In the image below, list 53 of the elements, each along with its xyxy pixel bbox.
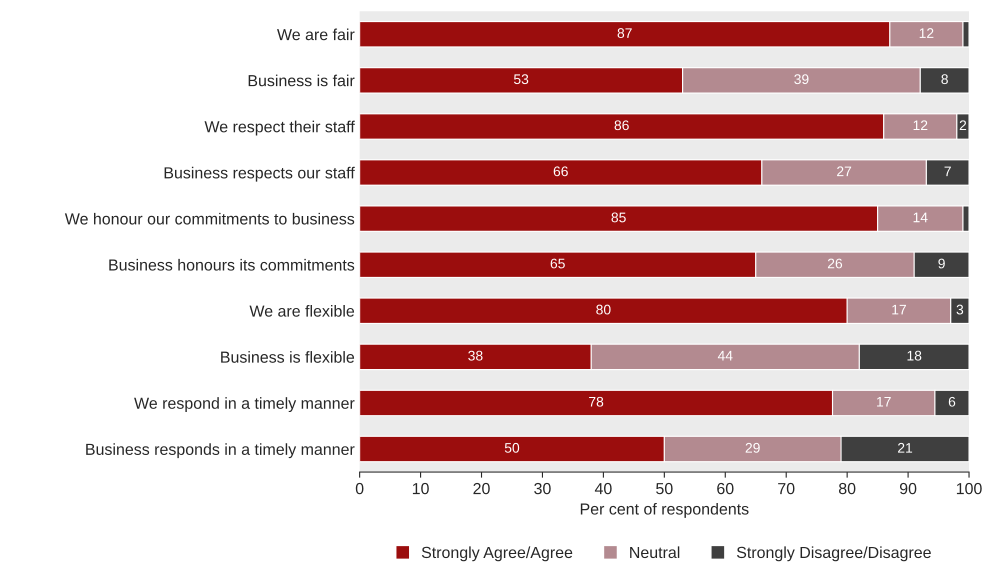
x-tick-label: 80	[838, 482, 856, 494]
x-tick-label: 60	[717, 482, 734, 494]
x-tick-label: 30	[534, 482, 551, 494]
data-label: 8	[941, 74, 948, 84]
data-label: 18	[908, 350, 922, 361]
data-label: 7	[944, 166, 951, 176]
data-label: 17	[892, 304, 906, 314]
data-label: 38	[468, 350, 483, 361]
x-tick-label: 20	[473, 482, 490, 494]
y-tick-label: Business is flexible	[221, 351, 354, 363]
data-label: 17	[877, 396, 891, 407]
legend-label: Strongly Agree/Agree	[422, 546, 572, 562]
data-label: 26	[828, 258, 842, 268]
data-label: 87	[618, 28, 632, 38]
data-label: 2	[960, 120, 966, 130]
data-label: 3	[956, 304, 964, 315]
data-label: 50	[504, 442, 520, 453]
x-tick-label: 90	[900, 482, 916, 494]
y-tick-label: We are fair	[277, 28, 355, 40]
x-tick-label: 70	[778, 482, 794, 494]
data-label: 39	[794, 74, 809, 84]
y-tick-label: Business responds in a timely manner	[86, 443, 355, 458]
data-label: 14	[914, 212, 928, 222]
data-label: 53	[514, 74, 528, 84]
legend-label: Strongly Disagree/Disagree	[736, 546, 931, 562]
data-label: 85	[612, 212, 626, 222]
data-label: 66	[554, 166, 568, 176]
x-tick-label: 0	[356, 482, 364, 494]
data-label: 12	[914, 120, 928, 130]
x-tick-label: 10	[412, 482, 429, 494]
y-tick-label: Business is fair	[248, 74, 355, 86]
x-tick-label: 40	[594, 482, 612, 494]
y-tick-label: We are flexible	[249, 305, 354, 317]
data-label: 86	[614, 120, 629, 130]
legend-label: Neutral	[630, 546, 680, 558]
y-tick-label: Business honours its commitments	[109, 258, 354, 271]
data-label: 27	[837, 166, 852, 176]
x-axis-title: Per cent of respondents	[580, 502, 749, 518]
x-tick-label: 100	[956, 482, 982, 494]
data-label: 65	[550, 258, 565, 268]
y-tick-label: We respect their staff	[204, 120, 355, 136]
data-label: 44	[718, 350, 733, 360]
data-label: 78	[589, 396, 604, 407]
data-label: 21	[898, 442, 912, 453]
x-tick-label: 50	[656, 482, 673, 494]
data-label: 12	[920, 28, 934, 38]
y-tick-label: Business respects our staff	[164, 166, 355, 182]
data-label: 9	[938, 258, 945, 268]
y-tick-label: We respond in a timely manner	[134, 397, 355, 412]
y-tick-label: We honour our commitments to business	[64, 212, 354, 225]
data-label: 80	[596, 304, 611, 315]
data-label: 29	[746, 442, 760, 453]
data-label: 6	[948, 396, 956, 407]
